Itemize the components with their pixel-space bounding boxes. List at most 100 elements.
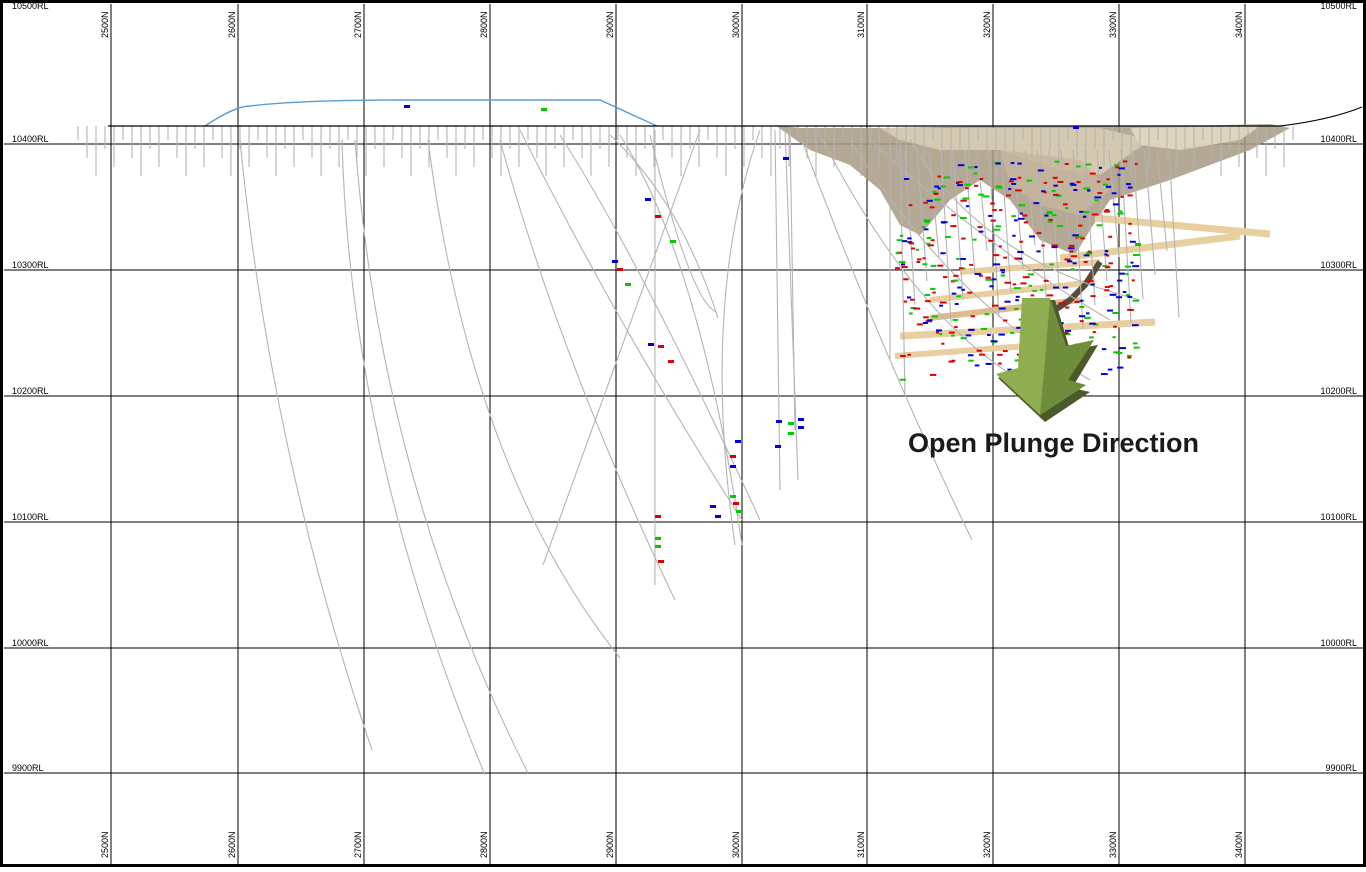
assay-intercept	[1041, 190, 1046, 193]
assay-intercept	[1128, 222, 1132, 225]
assay-intercept	[1009, 331, 1015, 334]
assay-intercept	[1008, 180, 1014, 183]
assay-intercept	[655, 545, 661, 548]
assay-intercept	[957, 181, 963, 184]
assay-intercept	[916, 258, 922, 261]
assay-intercept	[961, 288, 965, 291]
assay-intercept	[990, 219, 996, 222]
assay-intercept	[1000, 269, 1005, 272]
waste-dump-outline	[204, 99, 658, 127]
assay-intercept	[962, 197, 970, 200]
assay-intercept	[1103, 210, 1111, 213]
assay-intercept	[1114, 164, 1119, 167]
drillhole-trace	[799, 134, 973, 541]
assay-intercept	[1082, 211, 1090, 214]
assay-intercept	[625, 283, 631, 286]
assay-intercept	[923, 316, 929, 319]
assay-intercept	[1014, 219, 1018, 222]
assay-intercept	[1023, 221, 1029, 224]
assay-intercept	[984, 313, 990, 316]
assay-intercept	[788, 432, 794, 435]
drillhole-trace	[819, 134, 1036, 389]
drillhole-trace	[784, 129, 799, 481]
assay-intercept	[927, 319, 933, 322]
assay-intercept	[1003, 319, 1008, 322]
drillhole-trace	[988, 149, 1000, 318]
assay-intercept	[1073, 189, 1078, 192]
assay-intercept	[960, 337, 967, 340]
assay-intercept	[992, 254, 1000, 257]
assay-intercept	[960, 216, 967, 219]
assay-intercept	[989, 285, 994, 288]
assay-intercept	[730, 455, 736, 458]
assay-intercept	[1041, 244, 1045, 247]
assay-intercept	[965, 205, 969, 208]
assay-intercept	[1070, 183, 1077, 186]
assay-intercept	[945, 235, 951, 238]
drillhole-trace	[1144, 149, 1156, 276]
assay-intercept	[995, 185, 1001, 188]
assay-intercept	[979, 353, 985, 356]
assay-intercept	[645, 198, 651, 201]
assay-intercept	[985, 362, 992, 365]
assay-intercept	[798, 426, 804, 429]
assay-intercept	[1097, 192, 1103, 195]
assay-intercept	[1111, 192, 1117, 195]
assay-intercept	[937, 187, 941, 190]
assay-intercept	[996, 186, 1003, 189]
assay-intercept	[1109, 285, 1113, 288]
assay-intercept	[1056, 225, 1063, 228]
assay-intercept	[1090, 295, 1096, 298]
assay-intercept	[1011, 215, 1016, 218]
assay-intercept	[988, 214, 993, 217]
assay-intercept	[969, 263, 974, 266]
assay-intercept	[1051, 246, 1058, 249]
assay-intercept	[1104, 285, 1111, 288]
assay-intercept	[960, 199, 967, 202]
assay-intercept	[1002, 350, 1008, 353]
assay-intercept	[1117, 212, 1124, 215]
assay-intercept	[1120, 195, 1124, 198]
assay-intercept	[923, 228, 929, 231]
assay-intercept	[957, 164, 965, 167]
assay-intercept	[1082, 215, 1087, 218]
assay-intercept	[895, 252, 900, 255]
rl-label-left: 10300RL	[12, 260, 49, 270]
assay-intercept	[1069, 182, 1075, 185]
assay-intercept	[915, 248, 920, 251]
assay-intercept	[1086, 312, 1090, 315]
northing-label-top: 2900N	[605, 11, 615, 38]
assay-intercept	[1051, 244, 1059, 247]
assay-intercept	[1072, 234, 1080, 237]
assay-intercept	[730, 465, 736, 468]
drillhole-trace	[928, 149, 940, 258]
drillhole-trace	[1072, 149, 1084, 330]
assay-intercept	[990, 340, 998, 343]
assay-intercept	[1033, 202, 1040, 205]
northing-label-bottom: 2600N	[227, 831, 237, 858]
assay-intercept	[933, 192, 938, 195]
assay-intercept	[934, 185, 939, 188]
assay-intercept	[907, 353, 911, 356]
assay-intercept	[798, 418, 804, 421]
assay-intercept	[995, 162, 1001, 165]
assay-intercept	[1079, 320, 1084, 323]
assay-intercept	[1026, 179, 1033, 182]
rl-label-right: 10300RL	[1320, 260, 1357, 270]
assay-intercept	[788, 422, 794, 425]
assay-intercept	[924, 293, 931, 296]
assay-intercept	[1004, 300, 1011, 303]
northing-label-top: 3400N	[1234, 11, 1244, 38]
assay-intercept	[960, 258, 966, 261]
assay-intercept	[973, 172, 978, 175]
assay-intercept	[935, 331, 940, 334]
assay-intercept	[1013, 287, 1021, 290]
drillhole-trace	[427, 139, 621, 659]
northing-label-top: 3000N	[731, 11, 741, 38]
drillhole-trace	[649, 134, 717, 313]
assay-intercept	[1069, 250, 1074, 253]
assay-intercept	[934, 198, 941, 201]
northing-label-top: 2800N	[479, 11, 489, 38]
assay-intercept	[1076, 235, 1082, 238]
assay-intercept	[648, 343, 654, 346]
